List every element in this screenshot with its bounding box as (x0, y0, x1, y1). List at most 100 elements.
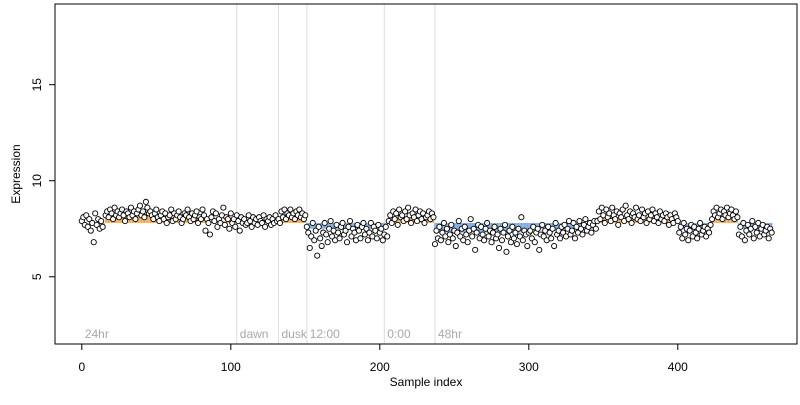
segment-bar (411, 217, 414, 223)
segment-bar (368, 222, 371, 229)
data-point (518, 214, 525, 221)
segment-bar (99, 222, 101, 225)
segment-bar (475, 222, 478, 233)
data-point (360, 219, 367, 227)
x-axis: 0 100 200 300 400 (78, 343, 688, 374)
segment-bar (557, 222, 560, 229)
data-point (153, 206, 160, 213)
data-point (436, 223, 443, 230)
segment-bar (343, 222, 345, 229)
data-point (706, 229, 713, 236)
segment-bar (578, 222, 581, 229)
data-point (612, 216, 619, 223)
segment-bar (315, 222, 317, 229)
segment-bar (329, 222, 332, 229)
data-point (548, 235, 555, 242)
data-point (484, 219, 491, 227)
data-point (163, 219, 170, 227)
segment-bar (632, 217, 634, 223)
data-point (346, 218, 354, 225)
segment-bar (751, 222, 753, 229)
data-point (464, 239, 471, 246)
x-axis-title: Sample index (390, 375, 463, 389)
data-point (674, 218, 681, 225)
segment-bar (382, 222, 384, 229)
period-label: dawn (240, 327, 269, 341)
data-point (205, 219, 212, 227)
segment-bar (203, 221, 205, 223)
segment-bar (529, 222, 531, 229)
segment-bar (568, 222, 570, 229)
segment-bar (434, 222, 436, 233)
segment-bar (139, 213, 141, 223)
segment-bar (674, 217, 676, 223)
segment-bar (125, 213, 128, 223)
data-point (579, 231, 586, 238)
data-point (87, 227, 94, 234)
segment-bar (452, 222, 454, 233)
y-axis-title: Expression (9, 144, 23, 203)
data-point (321, 219, 328, 227)
data-point (232, 223, 239, 230)
data-point (750, 235, 757, 242)
data-point (175, 208, 182, 215)
data-point (498, 237, 506, 244)
segment-bar (87, 222, 89, 225)
data-point (317, 235, 324, 242)
period-label: 48hr (438, 327, 462, 341)
data-point (734, 214, 741, 221)
period-label: 24hr (85, 327, 109, 341)
x-tick-label: 200 (370, 360, 390, 374)
data-point (391, 216, 398, 223)
segment-bar (195, 217, 198, 223)
data-point (588, 229, 595, 236)
segment-bar (264, 221, 266, 223)
data-point (227, 210, 234, 217)
segment-bar (507, 222, 509, 233)
data-point (732, 208, 739, 215)
data-point (437, 237, 444, 244)
segment-bar (605, 217, 607, 223)
segment-bar (470, 222, 472, 233)
segment-bar (490, 222, 493, 233)
data-point (472, 246, 479, 253)
data-point (184, 206, 191, 213)
segment-bar (222, 221, 225, 223)
data-point (136, 202, 143, 209)
data-point (615, 221, 622, 228)
segment-bar (535, 222, 537, 229)
data-point (394, 221, 401, 228)
data-point (199, 206, 206, 213)
y-axis: 5 10 15 (30, 78, 56, 280)
data-point (343, 239, 351, 246)
y-tick-label: 5 (30, 273, 44, 280)
data-point (236, 227, 243, 234)
data-point (449, 235, 456, 242)
data-point (503, 248, 510, 255)
data-point (262, 223, 269, 230)
data-point (324, 239, 331, 246)
data-point (303, 223, 310, 230)
data-point (373, 235, 380, 242)
segment-bar (505, 222, 508, 233)
data-point (622, 202, 629, 209)
segment-bar (408, 217, 411, 223)
data-point (491, 223, 498, 230)
segment-bar (344, 222, 347, 229)
data-point (452, 242, 459, 250)
segment-bar (313, 222, 315, 229)
segment-bar (556, 222, 558, 229)
data-point (481, 237, 488, 244)
x-tick-label: 100 (221, 360, 241, 374)
data-point (749, 218, 756, 225)
data-point (92, 210, 99, 217)
segment-bar (146, 213, 149, 223)
segment-bar (216, 221, 219, 223)
data-point (467, 216, 474, 223)
data-point (323, 231, 330, 238)
segment-bar (456, 222, 458, 233)
data-point (335, 229, 342, 236)
segment-bar (332, 222, 335, 229)
data-point (576, 218, 583, 225)
